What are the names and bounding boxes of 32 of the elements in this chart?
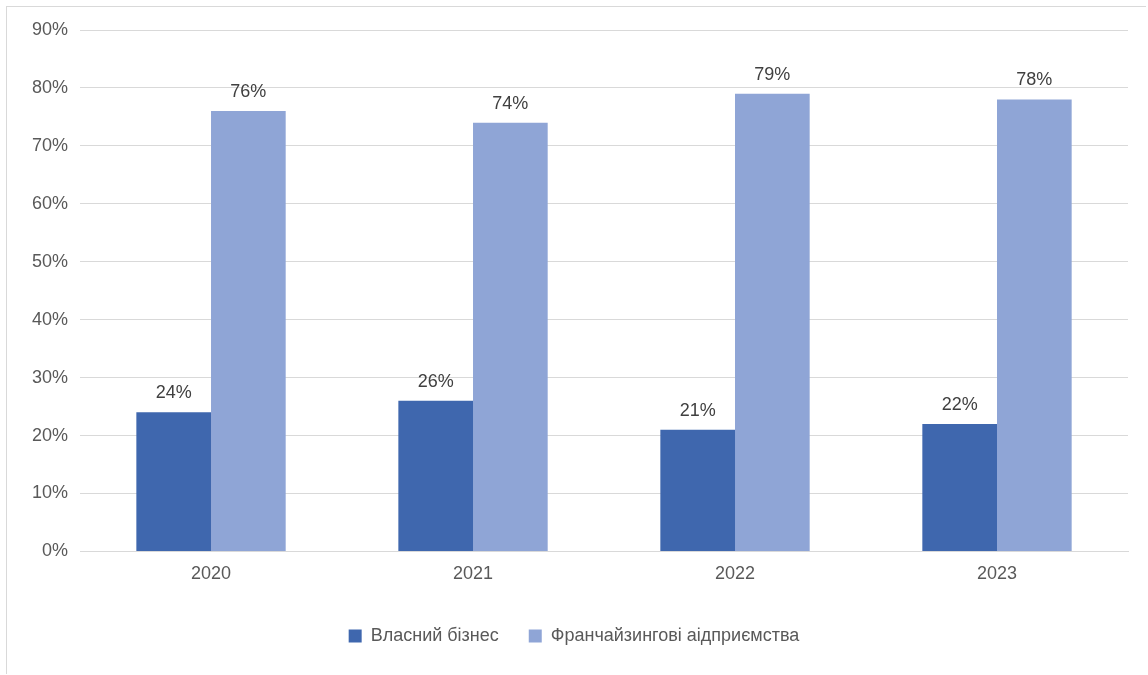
bar <box>997 99 1072 551</box>
bar <box>922 423 997 551</box>
y-tick-label: 50% <box>32 250 69 271</box>
data-label: 78% <box>1016 69 1053 90</box>
bar <box>473 122 548 551</box>
y-tick-label: 30% <box>32 366 69 387</box>
y-tick-label: 0% <box>42 540 69 561</box>
bar <box>398 400 474 551</box>
y-tick-label: 80% <box>32 76 69 97</box>
bar <box>136 412 212 551</box>
bar <box>211 111 286 551</box>
y-tick-label: 60% <box>32 192 69 213</box>
legend-label: Франчайзингові аідприємства <box>550 624 801 645</box>
bar <box>660 429 736 551</box>
x-tick-label: 2022 <box>714 563 756 584</box>
y-tick-label: 10% <box>32 482 69 503</box>
y-tick-label: 40% <box>32 308 69 329</box>
x-tick-label: 2020 <box>191 563 232 584</box>
y-tick-label: 90% <box>32 18 69 39</box>
y-tick-label: 70% <box>32 134 69 155</box>
data-label: 74% <box>492 92 529 113</box>
bar <box>735 93 810 551</box>
x-tick-label: 2023 <box>976 563 1018 584</box>
data-label: 26% <box>417 370 454 391</box>
data-label: 76% <box>230 81 267 102</box>
legend-label: Власний бізнес <box>370 624 499 645</box>
data-label: 24% <box>155 382 192 403</box>
data-label: 21% <box>679 399 716 420</box>
x-tick-label: 2021 <box>452 563 494 584</box>
data-label: 79% <box>754 63 791 84</box>
y-tick-label: 20% <box>32 424 69 445</box>
data-label: 22% <box>941 393 978 414</box>
